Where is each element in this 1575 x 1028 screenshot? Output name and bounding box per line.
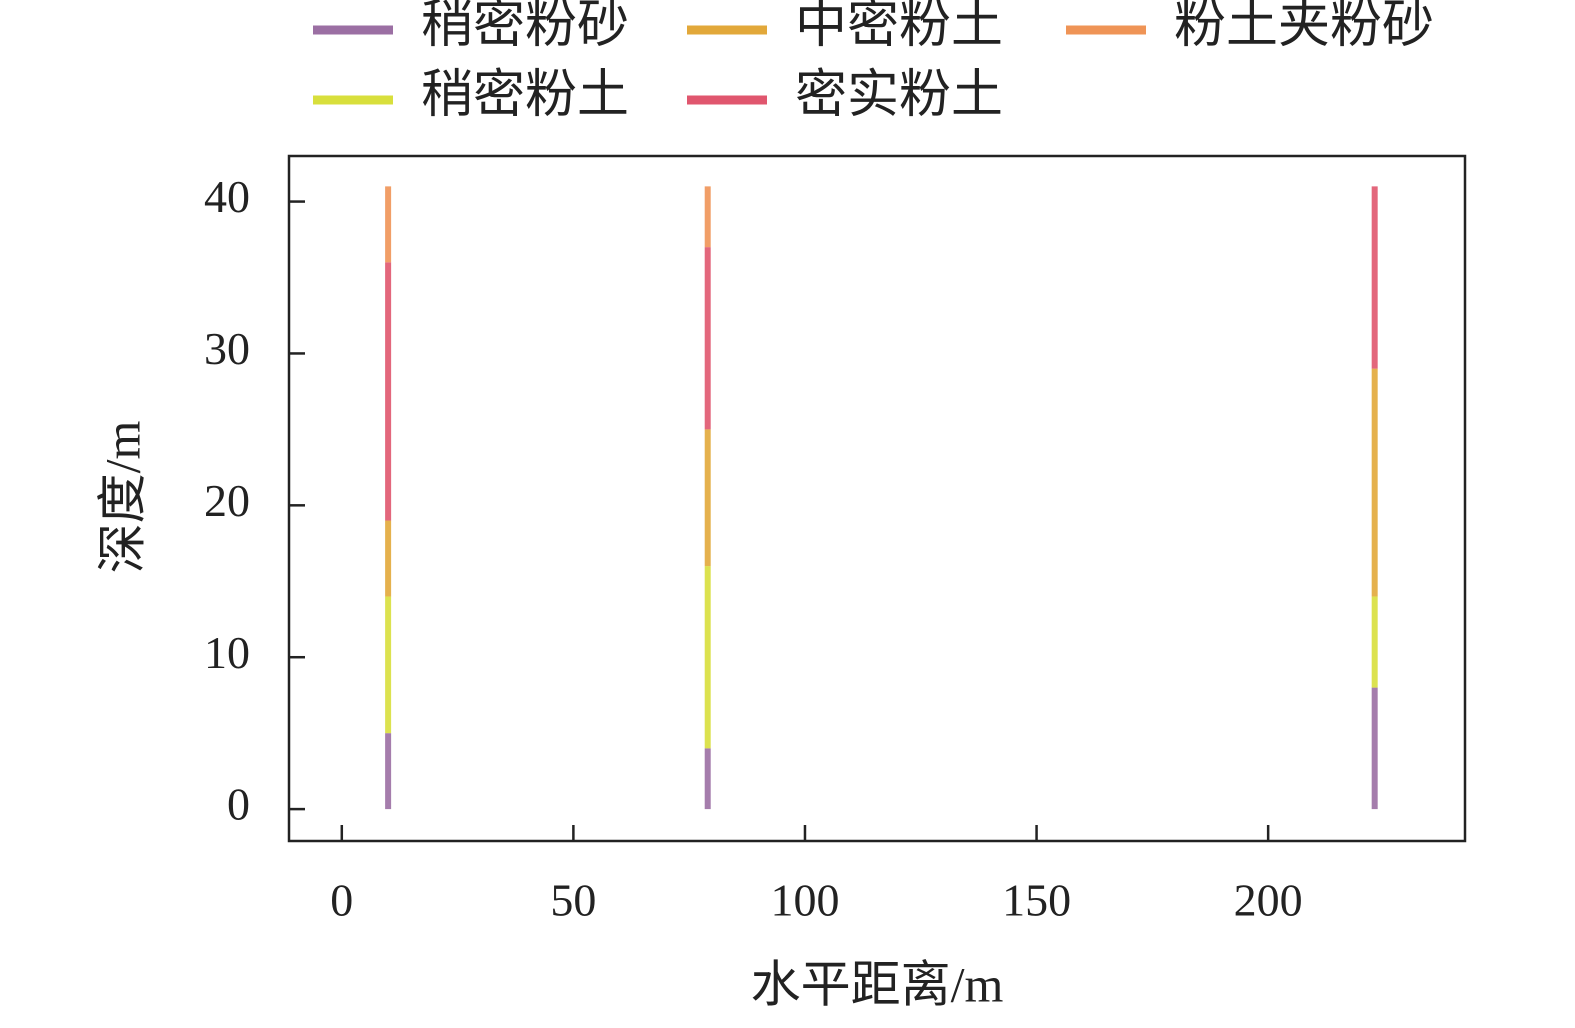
- layer-segment: [1371, 687, 1378, 810]
- x-tick-label: 200: [1234, 875, 1303, 926]
- legend-label: 粉土夹粉砂: [1174, 0, 1434, 54]
- legend-label: 中密粉土: [795, 0, 1003, 54]
- y-axis-label: 深度/m: [94, 421, 150, 574]
- layer-segment: [704, 247, 711, 430]
- x-tick-label: 50: [550, 875, 596, 926]
- layer-segment: [1371, 186, 1378, 369]
- y-tick-label: 30: [204, 323, 250, 374]
- layer-segment: [704, 186, 711, 248]
- x-tick-label: 0: [330, 875, 353, 926]
- layer-segment: [704, 429, 711, 567]
- x-tick-label: 100: [770, 875, 839, 926]
- y-tick-label: 40: [204, 171, 250, 222]
- x-tick-label: 150: [1002, 875, 1071, 926]
- layer-segment: [704, 748, 711, 810]
- legend-label: 密实粉土: [795, 67, 1003, 124]
- layer-segment: [385, 520, 392, 597]
- plot-frame: [287, 154, 1467, 843]
- legend-label: 稍密粉砂: [421, 0, 629, 54]
- layer-segment: [385, 186, 392, 263]
- layer-segment: [385, 733, 392, 810]
- y-tick-label: 10: [204, 627, 250, 678]
- layer-segment: [385, 596, 392, 734]
- layer-segment: [1371, 368, 1378, 597]
- legend-label: 稍密粉土: [421, 67, 629, 124]
- layer-segment: [385, 262, 392, 521]
- x-axis-label: 水平距离/m: [751, 956, 1004, 1012]
- y-tick-label: 0: [227, 779, 250, 830]
- layer-segment: [1371, 596, 1378, 688]
- layer-segment: [704, 566, 711, 749]
- y-tick-label: 20: [204, 475, 250, 526]
